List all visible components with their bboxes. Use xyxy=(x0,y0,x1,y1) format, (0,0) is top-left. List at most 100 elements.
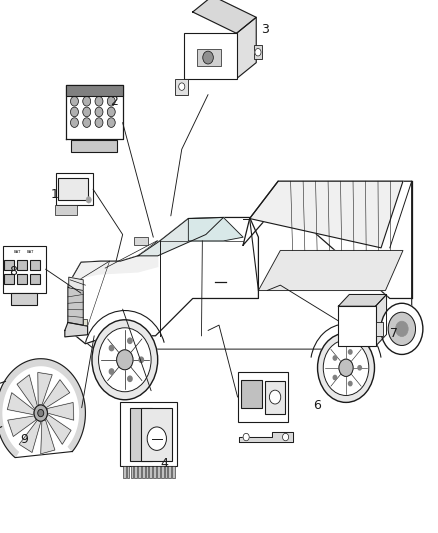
Text: 6: 6 xyxy=(314,399,321,411)
Text: BAT: BAT xyxy=(14,250,21,254)
FancyBboxPatch shape xyxy=(83,319,87,325)
Text: BAT: BAT xyxy=(27,250,34,254)
FancyBboxPatch shape xyxy=(142,466,145,478)
Circle shape xyxy=(95,96,103,106)
FancyBboxPatch shape xyxy=(131,466,133,478)
Circle shape xyxy=(128,338,132,343)
FancyBboxPatch shape xyxy=(172,466,175,478)
Polygon shape xyxy=(38,373,52,405)
FancyBboxPatch shape xyxy=(11,293,37,305)
FancyBboxPatch shape xyxy=(3,246,46,293)
Polygon shape xyxy=(8,416,36,437)
Circle shape xyxy=(95,118,103,127)
Circle shape xyxy=(358,366,361,370)
FancyBboxPatch shape xyxy=(71,140,117,152)
Circle shape xyxy=(110,345,114,351)
Circle shape xyxy=(92,320,158,400)
FancyBboxPatch shape xyxy=(134,466,137,478)
Polygon shape xyxy=(65,322,88,337)
FancyBboxPatch shape xyxy=(338,306,375,346)
FancyBboxPatch shape xyxy=(265,381,285,414)
FancyBboxPatch shape xyxy=(157,466,160,478)
Text: 9: 9 xyxy=(20,433,28,446)
Polygon shape xyxy=(69,277,83,290)
FancyBboxPatch shape xyxy=(120,402,177,466)
Polygon shape xyxy=(17,375,37,408)
FancyBboxPatch shape xyxy=(4,274,14,284)
Circle shape xyxy=(396,321,408,336)
FancyBboxPatch shape xyxy=(141,408,173,461)
Polygon shape xyxy=(243,181,412,298)
FancyBboxPatch shape xyxy=(127,466,129,478)
Circle shape xyxy=(38,409,44,417)
FancyBboxPatch shape xyxy=(134,237,148,245)
Circle shape xyxy=(83,96,91,106)
Circle shape xyxy=(110,369,114,374)
Text: 3: 3 xyxy=(261,23,269,36)
Circle shape xyxy=(381,303,423,354)
Polygon shape xyxy=(338,294,386,306)
Circle shape xyxy=(117,350,133,370)
Polygon shape xyxy=(68,287,83,325)
Circle shape xyxy=(95,107,103,117)
FancyBboxPatch shape xyxy=(30,274,40,284)
Circle shape xyxy=(139,357,143,362)
Circle shape xyxy=(203,51,213,64)
Circle shape xyxy=(283,433,289,441)
Circle shape xyxy=(107,96,115,106)
Polygon shape xyxy=(239,432,293,442)
Polygon shape xyxy=(375,294,386,346)
FancyBboxPatch shape xyxy=(55,205,77,215)
FancyBboxPatch shape xyxy=(375,322,384,336)
Polygon shape xyxy=(43,379,70,408)
Polygon shape xyxy=(19,420,41,453)
Polygon shape xyxy=(7,393,35,415)
Polygon shape xyxy=(68,217,258,344)
Text: 4: 4 xyxy=(160,457,168,470)
FancyBboxPatch shape xyxy=(4,260,14,270)
FancyBboxPatch shape xyxy=(17,260,27,270)
FancyBboxPatch shape xyxy=(184,33,237,78)
Circle shape xyxy=(333,375,337,379)
FancyBboxPatch shape xyxy=(58,178,88,200)
Circle shape xyxy=(243,433,249,441)
FancyBboxPatch shape xyxy=(56,173,93,205)
Circle shape xyxy=(71,118,78,127)
Polygon shape xyxy=(237,17,256,78)
Polygon shape xyxy=(68,241,158,304)
FancyBboxPatch shape xyxy=(17,274,27,284)
Circle shape xyxy=(269,390,281,404)
Polygon shape xyxy=(188,217,243,241)
Circle shape xyxy=(179,83,185,90)
FancyBboxPatch shape xyxy=(123,466,126,478)
Polygon shape xyxy=(138,217,223,256)
FancyBboxPatch shape xyxy=(169,466,171,478)
FancyBboxPatch shape xyxy=(153,466,156,478)
FancyBboxPatch shape xyxy=(175,78,188,95)
Circle shape xyxy=(71,96,78,106)
FancyBboxPatch shape xyxy=(254,45,262,59)
Circle shape xyxy=(339,359,353,376)
FancyBboxPatch shape xyxy=(241,381,262,408)
Circle shape xyxy=(255,49,261,56)
FancyBboxPatch shape xyxy=(237,372,288,422)
Circle shape xyxy=(147,427,166,450)
Polygon shape xyxy=(193,0,256,33)
Circle shape xyxy=(86,197,92,203)
Circle shape xyxy=(128,376,132,382)
Polygon shape xyxy=(66,85,123,139)
Circle shape xyxy=(333,356,337,360)
Circle shape xyxy=(349,350,352,354)
Circle shape xyxy=(99,328,151,392)
Polygon shape xyxy=(46,415,71,445)
FancyBboxPatch shape xyxy=(161,466,163,478)
Text: 1: 1 xyxy=(51,188,59,201)
Text: 7: 7 xyxy=(390,327,398,340)
Polygon shape xyxy=(41,420,55,454)
FancyBboxPatch shape xyxy=(130,408,152,461)
Circle shape xyxy=(83,118,91,127)
FancyBboxPatch shape xyxy=(165,466,167,478)
FancyBboxPatch shape xyxy=(149,466,152,478)
Circle shape xyxy=(83,107,91,117)
FancyBboxPatch shape xyxy=(66,85,123,96)
